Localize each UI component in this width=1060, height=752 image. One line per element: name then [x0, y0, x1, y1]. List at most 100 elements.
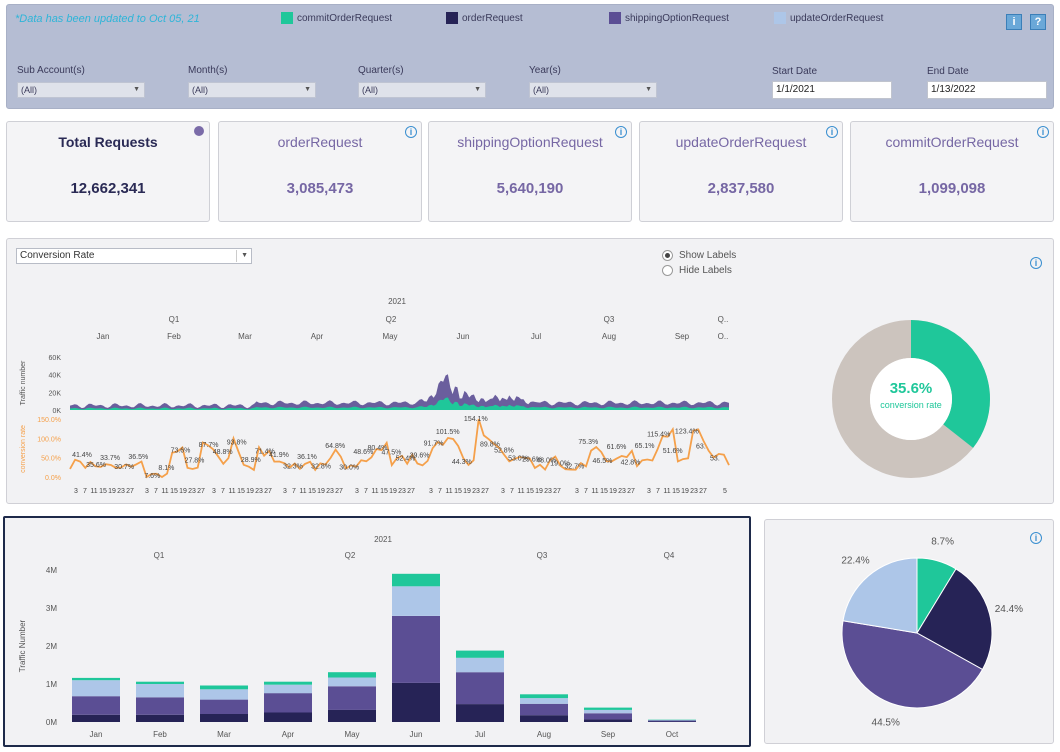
x-tick-label: 11	[371, 488, 378, 495]
y-axis-label: conversion rate	[20, 425, 27, 473]
bar-segment	[328, 686, 376, 710]
sub-account-select[interactable]: (All) ▼	[17, 82, 145, 98]
month-select[interactable]: (All) ▼	[188, 82, 316, 98]
conversion-data-label: 44.3%	[452, 459, 472, 466]
hide-labels-option[interactable]: Hide Labels	[662, 265, 732, 276]
kpi-order-request: orderRequest 3,085,473 i	[218, 121, 422, 222]
y-tick-label: 1M	[46, 680, 57, 689]
data-updated-notice: *Data has been updated to Oct 05, 21	[15, 13, 200, 25]
quarter-select[interactable]: (All) ▼	[358, 82, 486, 98]
radio-label: Show Labels	[679, 250, 737, 261]
x-tick-label: 11	[445, 488, 452, 495]
info-icon[interactable]: i	[1030, 532, 1042, 544]
metric-dropdown[interactable]: Conversion Rate ▼	[16, 248, 252, 264]
y-tick-label: 50.0%	[41, 456, 61, 463]
help-button[interactable]: ?	[1030, 14, 1046, 30]
month-label: Month(s)	[188, 65, 228, 76]
x-tick-label: 19	[463, 488, 471, 495]
kpi-value: 2,837,580	[707, 180, 775, 197]
traffic-total-area	[70, 374, 729, 410]
bar-segment	[392, 573, 440, 587]
bar-segment	[72, 714, 120, 722]
traffic-commit-area	[70, 397, 729, 410]
y-tick-label: 0K	[52, 408, 61, 415]
x-tick-label: 19	[535, 488, 543, 495]
info-icon[interactable]: i	[1030, 257, 1042, 269]
bar-segment	[136, 714, 184, 722]
x-tick-label: 7	[584, 488, 588, 495]
x-tick-label: Feb	[153, 730, 167, 739]
traffic-conversion-panel: Conversion Rate ▼ Show Labels Hide Label…	[6, 238, 1054, 504]
bar-segment	[136, 684, 184, 698]
radio-selected-icon[interactable]	[662, 250, 673, 261]
quarter-label: Q2	[386, 315, 397, 324]
legend-item-shipping[interactable]: shippingOptionRequest	[609, 12, 729, 24]
bar-segment	[392, 586, 440, 616]
x-tick-label: 7	[510, 488, 514, 495]
legend-swatch	[609, 12, 621, 24]
info-icon[interactable]: i	[1037, 126, 1049, 138]
bar-segment	[520, 715, 568, 722]
legend-label: orderRequest	[462, 12, 523, 24]
legend-item-commit[interactable]: commitOrderRequest	[281, 12, 392, 24]
conversion-data-label: 87.7%	[199, 442, 219, 449]
conversion-data-label: 48.0%	[536, 457, 556, 464]
bar-segment	[456, 657, 504, 673]
year-select[interactable]: (All) ▼	[529, 82, 657, 98]
y-tick-label: 40K	[49, 373, 62, 380]
info-icon[interactable]: i	[826, 126, 838, 138]
bar-segment	[264, 712, 312, 722]
bar-segment	[520, 698, 568, 704]
kpi-total-requests: Total Requests 12,662,341	[6, 121, 210, 222]
bar-segment	[584, 713, 632, 720]
legend-swatch	[774, 12, 786, 24]
y-tick-label: 150.0%	[37, 417, 61, 424]
conversion-data-label: 32.7%	[564, 463, 584, 470]
bar-segment	[648, 720, 696, 722]
bar-segment	[328, 709, 376, 722]
bar-segment	[648, 721, 696, 722]
x-tick-label: Sep	[601, 730, 616, 739]
dropdown-value: Conversion Rate	[20, 250, 95, 261]
legend-item-update[interactable]: updateOrderRequest	[774, 12, 883, 24]
x-tick-label: Oct	[666, 730, 679, 739]
conversion-donut-chart	[832, 320, 990, 478]
info-icon[interactable]: i	[615, 126, 627, 138]
start-date-input[interactable]: 1/1/2021	[772, 81, 892, 99]
start-date-label: Start Date	[772, 66, 818, 77]
quarter-label: Q..	[718, 315, 729, 324]
month-label: Feb	[167, 332, 181, 341]
x-tick-label: 7	[364, 488, 368, 495]
x-tick-label: Jan	[90, 730, 103, 739]
bar-segment	[72, 677, 120, 681]
legend-item-order[interactable]: orderRequest	[446, 12, 523, 24]
x-tick-label: 7	[83, 488, 87, 495]
y-tick-label: 0M	[46, 718, 57, 727]
x-tick-label: 27	[553, 488, 561, 495]
quarter-label: Q1	[169, 315, 180, 324]
show-labels-option[interactable]: Show Labels	[662, 250, 736, 261]
conversion-data-label: 27.8%	[185, 457, 205, 464]
x-tick-label: 3	[212, 488, 216, 495]
conversion-data-label: 8.1%	[158, 465, 174, 472]
month-label: Sep	[675, 332, 690, 341]
month-label: O..	[718, 332, 729, 341]
x-tick-label: 15	[600, 488, 608, 495]
info-button[interactable]: i	[1006, 14, 1022, 30]
radio-unselected-icon[interactable]	[662, 265, 673, 276]
x-tick-label: 27	[335, 488, 343, 495]
x-tick-label: 15	[308, 488, 316, 495]
conversion-data-label: 63.	[696, 444, 706, 451]
select-value: (All)	[192, 85, 208, 95]
bar-segment	[72, 696, 120, 715]
end-date-input[interactable]: 1/13/2022	[927, 81, 1047, 99]
info-icon[interactable]: i	[405, 126, 417, 138]
conversion-data-label: 19.0%	[550, 461, 570, 468]
conversion-data-label: 91.7%	[424, 441, 444, 448]
year-label: 2021	[388, 297, 406, 306]
y-tick-label: 60K	[49, 355, 62, 362]
conversion-data-label: 32.3%	[283, 464, 303, 471]
conversion-rate-line	[69, 418, 730, 479]
x-tick-label: 7	[656, 488, 660, 495]
bar-segment	[200, 699, 248, 714]
